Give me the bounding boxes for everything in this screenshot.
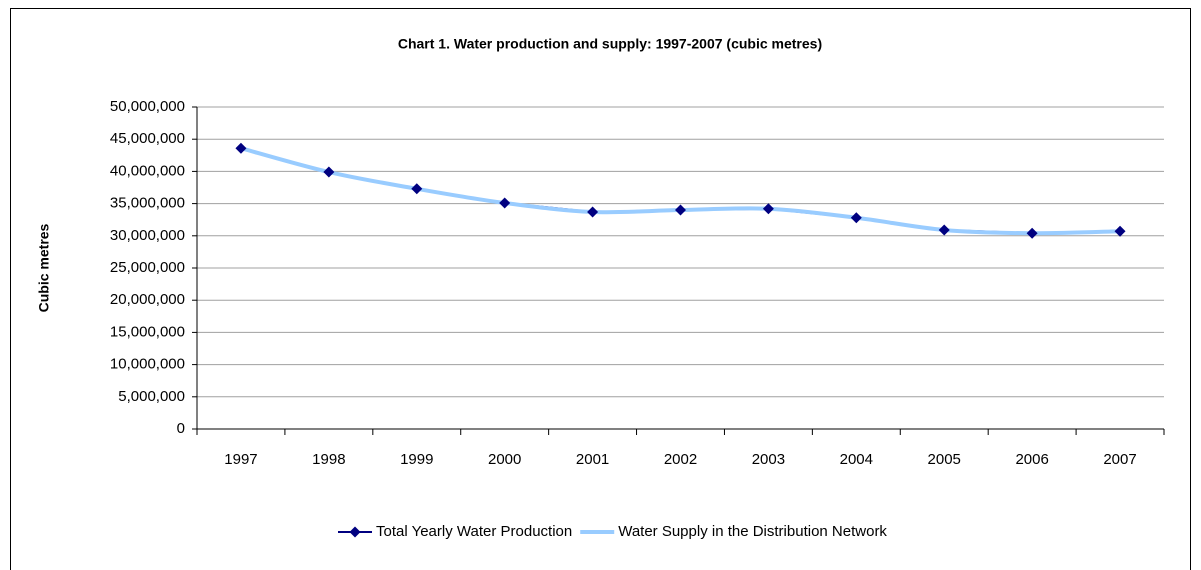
x-tick-label: 1999: [400, 451, 433, 468]
data-point: [675, 204, 686, 216]
x-tick-label: 2004: [840, 451, 873, 468]
x-tick-label: 1997: [224, 451, 257, 468]
x-tick-label: 2001: [576, 451, 609, 468]
chart-border: [10, 8, 1191, 570]
data-point: [1114, 225, 1126, 237]
y-tick-label: 35,000,000: [110, 195, 185, 212]
y-tick-label: 0: [177, 420, 185, 437]
y-tick-label: 15,000,000: [110, 323, 185, 340]
data-point: [587, 206, 599, 218]
data-point: [411, 183, 423, 195]
data-point: [850, 212, 862, 224]
y-tick-label: 45,000,000: [110, 130, 185, 147]
x-tick-label: 2000: [488, 451, 521, 468]
y-tick-label: 20,000,000: [110, 291, 185, 308]
y-tick-label: 50,000,000: [110, 98, 185, 115]
x-tick-label: 2005: [928, 451, 961, 468]
y-tick-label: 10,000,000: [110, 356, 185, 373]
y-tick-label: 25,000,000: [110, 259, 185, 276]
legend-label: Total Yearly Water Production: [376, 523, 572, 540]
legend-marker: [349, 526, 361, 538]
x-tick-label: 2006: [1015, 451, 1048, 468]
y-tick-label: 40,000,000: [110, 162, 185, 179]
data-point: [1026, 227, 1038, 239]
data-point: [323, 166, 335, 178]
chart-title: Chart 1. Water production and supply: 19…: [398, 36, 822, 52]
y-tick-label: 30,000,000: [110, 227, 185, 244]
x-tick-label: 2002: [664, 451, 697, 468]
data-point: [938, 224, 950, 236]
data-point: [235, 142, 247, 154]
x-tick-label: 1998: [312, 451, 345, 468]
x-tick-label: 2003: [752, 451, 785, 468]
x-tick-label: 2007: [1103, 451, 1136, 468]
y-axis-label: Cubic metres: [36, 223, 52, 312]
legend-label: Water Supply in the Distribution Network: [618, 523, 887, 540]
y-tick-label: 5,000,000: [118, 388, 185, 405]
data-point: [499, 197, 511, 209]
data-point: [762, 203, 774, 215]
